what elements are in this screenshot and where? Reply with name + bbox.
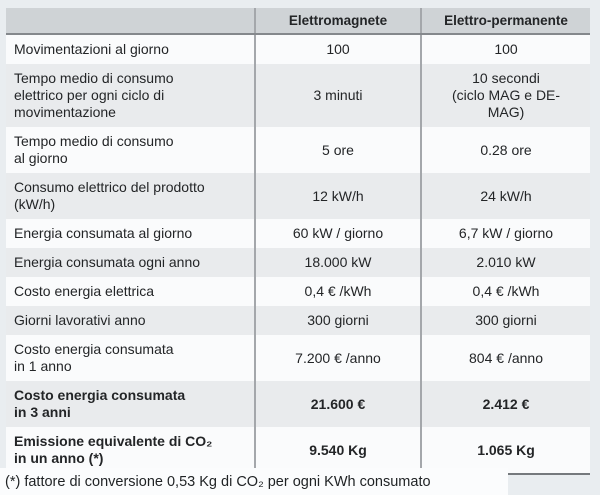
value-electromagnet: 9.540 Kg — [254, 427, 420, 473]
comparison-table: Elettromagnete Elettro-permanente Movime… — [6, 8, 590, 475]
table-header-row: Elettromagnete Elettro-permanente — [6, 8, 590, 35]
header-empty-cell — [6, 8, 254, 33]
value-electromagnet: 100 — [254, 35, 420, 64]
value-electromagnet: 21.600 € — [254, 381, 420, 427]
row-label: Costo energia consumata in 1 anno — [14, 341, 174, 374]
table-row-movimentazioni: Movimentazioni al giorno 100 100 — [6, 35, 590, 64]
value-electromagnet: 60 kW / giorno — [254, 219, 420, 248]
value-electromagnet: 3 minuti — [254, 64, 420, 127]
value-electromagnet: 0,4 € /kWh — [254, 277, 420, 306]
table-row-giorni-lavorativi: Giorni lavorativi anno 300 giorni 300 gi… — [6, 306, 590, 335]
row-label: Giorni lavorativi anno — [14, 312, 146, 328]
value-electromagnet: 12 kW/h — [254, 173, 420, 219]
value-electropermanent: 2.010 kW — [420, 248, 590, 277]
row-label: Movimentazioni al giorno — [14, 41, 169, 57]
table-body: Movimentazioni al giorno 100 100 Tempo m… — [6, 35, 590, 473]
value-electropermanent: 6,7 kW / giorno — [420, 219, 590, 248]
row-label: Tempo medio di consumo elettrico per ogn… — [14, 70, 174, 120]
value-electropermanent: 100 — [420, 35, 590, 64]
row-label: Energia consumata ogni anno — [14, 254, 201, 270]
table-row-tempo-giorno: Tempo medio di consumo al giorno 5 ore 0… — [6, 127, 590, 173]
value-electropermanent: 804 € /anno — [420, 335, 590, 381]
row-label: Costo energia elettrica — [14, 283, 155, 299]
value-electromagnet: 7.200 € /anno — [254, 335, 420, 381]
value-electromagnet: 300 giorni — [254, 306, 420, 335]
table-row-energia-anno: Energia consumata ogni anno 18.000 kW 2.… — [6, 248, 590, 277]
value-electropermanent: 300 giorni — [420, 306, 590, 335]
row-label: Tempo medio di consumo al giorno — [14, 133, 174, 166]
table-row-costo-1-anno: Costo energia consumata in 1 anno 7.200 … — [6, 335, 590, 381]
value-electropermanent: 24 kW/h — [420, 173, 590, 219]
table-row-emissione-co2: Emissione equivalente di CO₂ in un anno … — [6, 427, 590, 473]
table-row-costo-energia: Costo energia elettrica 0,4 € /kWh 0,4 €… — [6, 277, 590, 306]
header-electromagnet: Elettromagnete — [254, 8, 420, 33]
table-row-energia-giorno: Energia consumata al giorno 60 kW / gior… — [6, 219, 590, 248]
value-electromagnet: 18.000 kW — [254, 248, 420, 277]
value-electropermanent: 1.065 Kg — [420, 427, 590, 473]
table-row-costo-3-anni: Costo energia consumata in 3 anni 21.600… — [6, 381, 590, 427]
row-label: Consumo elettrico del prodotto (kW/h) — [14, 179, 205, 212]
header-electropermanent: Elettro-permanente — [420, 8, 590, 33]
value-electropermanent: 10 secondi (ciclo MAG e DE- MAG) — [420, 64, 590, 127]
value-electropermanent: 0,4 € /kWh — [420, 277, 590, 306]
conversion-factor-footnote: (*) fattore di conversione 0,53 Kg di CO… — [0, 468, 508, 495]
row-label: Costo energia consumata in 3 anni — [14, 387, 186, 420]
value-electropermanent: 0.28 ore — [420, 127, 590, 173]
table-row-consumo-elettrico: Consumo elettrico del prodotto (kW/h) 12… — [6, 173, 590, 219]
row-label: Energia consumata al giorno — [14, 225, 193, 241]
value-electropermanent: 2.412 € — [420, 381, 590, 427]
value-electromagnet: 5 ore — [254, 127, 420, 173]
row-label: Emissione equivalente di CO₂ in un anno … — [14, 433, 213, 466]
table-row-tempo-ciclo: Tempo medio di consumo elettrico per ogn… — [6, 64, 590, 127]
